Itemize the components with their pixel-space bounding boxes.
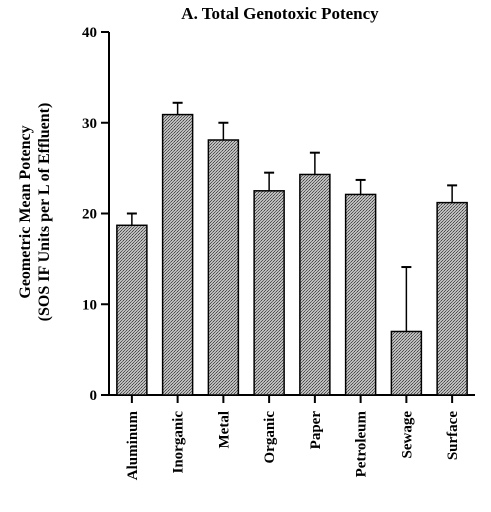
plot-area: 0 10 20 30 40 Aluminum Inorganic Metal Organic Pa… [82,25,475,480]
y-tick-label: 20 [82,207,97,223]
bar-sewage [390,330,423,396]
y-tick-label: 40 [82,25,97,41]
x-tick-label-surface: Surface [445,411,461,460]
y-axis-label: Geometric Mean Potency (SOS IF Units per… [17,103,53,322]
bar-metal [207,139,240,396]
x-tick-label-petroleum: Petroleum [354,411,370,478]
bar-aluminum [116,224,148,396]
bar-surface [436,201,468,396]
x-tick-label-metal: Metal [216,411,232,448]
bar-paper [299,173,331,396]
y-tick-label: 0 [90,388,98,404]
y-tick-label: 10 [82,297,97,313]
bar-inorganic [161,113,194,396]
x-tick-label-aluminum: Aluminum [125,410,141,480]
x-tick-label-inorganic: Inorganic [171,411,187,474]
bar-organic [253,190,285,396]
y-axis-label-line2: (SOS IF Units per L of Effluent) [36,103,53,322]
x-tick-label-sewage: Sewage [399,411,415,459]
y-axis-label-line1: Geometric Mean Potency [17,125,34,298]
y-tick-label: 30 [82,116,97,132]
bar-petroleum [344,193,377,396]
x-tick-label-paper: Paper [308,411,324,450]
chart-title: A. Total Genotoxic Potency [181,4,379,23]
x-tick-label-organic: Organic [262,411,278,464]
